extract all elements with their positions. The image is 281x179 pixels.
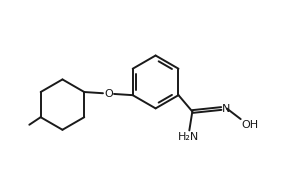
Text: N: N	[222, 103, 231, 113]
Text: O: O	[104, 89, 113, 99]
Text: OH: OH	[242, 120, 259, 130]
Text: H₂N: H₂N	[177, 132, 199, 142]
